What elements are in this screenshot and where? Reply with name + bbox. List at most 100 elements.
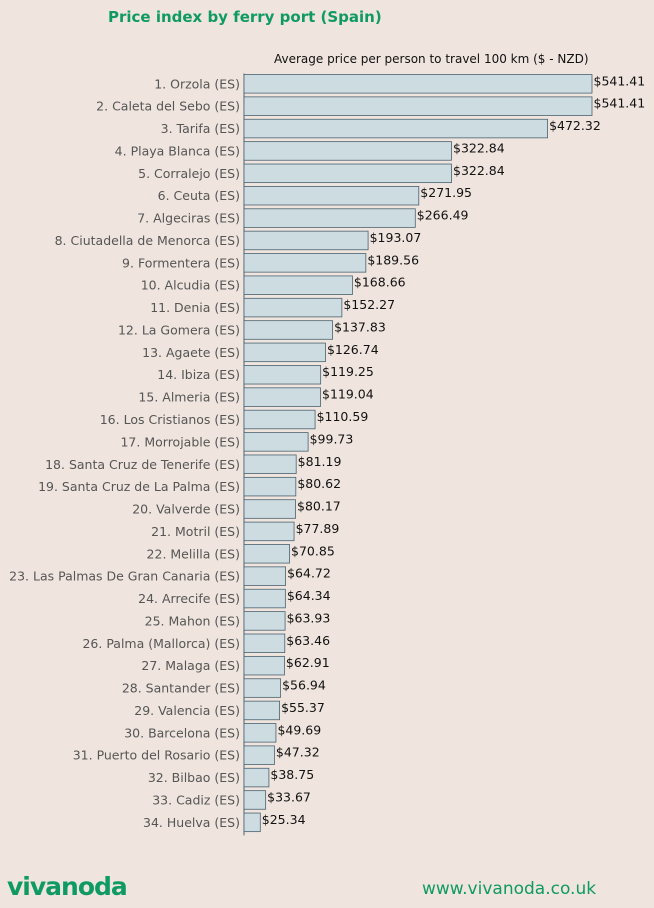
category-label: 12. La Gomera (ES): [118, 322, 240, 337]
chart-subtitle: Average price per person to travel 100 k…: [274, 52, 589, 66]
bar: [243, 588, 286, 609]
bar: [243, 432, 309, 452]
bar-chart: 1. Orzola (ES) $541.41 2. Caleta del Sebo …: [9, 73, 646, 836]
bar: [243, 745, 275, 765]
data-label: $25.34: [262, 812, 306, 827]
data-label: $119.25: [322, 364, 374, 379]
category-label: 30. Barcelona (ES): [124, 725, 240, 740]
data-label: $189.56: [367, 252, 419, 267]
category-label: 10. Alcudia (ES): [141, 278, 240, 293]
data-label: $472.32: [549, 118, 601, 133]
bar: [243, 678, 281, 698]
category-label: 29. Valencia (ES): [134, 703, 240, 718]
category-label: 31. Puerto del Rosario (ES): [73, 748, 240, 763]
category-label: 34. Huelva (ES): [143, 815, 240, 830]
category-label: 8. Ciutadella de Menorca (ES): [55, 233, 240, 248]
data-label: $49.69: [277, 722, 321, 737]
bar: [243, 320, 333, 340]
vivanoda-logo[interactable]: vivanoda: [7, 872, 128, 901]
category-label: 4. Playa Blanca (ES): [115, 143, 240, 158]
category-label: 25. Mahon (ES): [145, 613, 240, 628]
category-label: 1. Orzola (ES): [154, 76, 240, 91]
bar: [243, 566, 286, 586]
category-label: 9. Formentera (ES): [122, 255, 240, 270]
category-label: 3. Tarifa (ES): [161, 121, 240, 136]
bar: [243, 275, 353, 295]
category-label: 33. Cadiz (ES): [152, 792, 240, 807]
bar: [243, 700, 280, 721]
bar: [243, 476, 297, 497]
bar: [243, 723, 277, 743]
category-label: 2. Caleta del Sebo (ES): [96, 99, 240, 114]
bar: [243, 544, 290, 564]
data-label: $119.04: [322, 387, 374, 402]
data-label: $80.17: [297, 499, 341, 514]
data-label: $193.07: [370, 230, 422, 245]
bar: [243, 655, 285, 676]
category-label: 28. Santander (ES): [122, 681, 240, 696]
data-label: $70.85: [291, 543, 335, 558]
category-label: 21. Motril (ES): [151, 524, 240, 539]
bar: [243, 633, 286, 654]
data-label: $541.41: [594, 96, 646, 111]
data-label: $38.75: [270, 767, 314, 782]
category-label: 23. Las Palmas De Gran Canaria (ES): [9, 569, 240, 584]
bar: [243, 499, 296, 519]
data-label: $80.62: [297, 476, 341, 491]
data-label: $77.89: [296, 521, 340, 536]
category-label: 6. Ceuta (ES): [158, 188, 240, 203]
bar: [243, 812, 261, 833]
category-label: 19. Santa Cruz de La Palma (ES): [38, 479, 240, 494]
website-link[interactable]: www.vivanoda.co.uk: [422, 879, 597, 899]
data-label: $63.93: [287, 610, 331, 625]
category-label: 16. Los Cristianos (ES): [100, 412, 240, 427]
category-label: 20. Valverde (ES): [132, 502, 240, 517]
data-label: $99.73: [310, 431, 354, 446]
category-label: 26. Palma (Mallorca) (ES): [82, 636, 240, 651]
category-label: 27. Malaga (ES): [141, 658, 240, 673]
data-label: $33.67: [267, 789, 311, 804]
data-label: $271.95: [420, 185, 472, 200]
bar: [243, 208, 416, 228]
data-label: $64.34: [287, 588, 331, 603]
bar: [243, 767, 270, 788]
data-label: $56.94: [282, 678, 326, 693]
bar: [243, 141, 452, 161]
data-label: $168.66: [354, 275, 406, 290]
category-label: 5. Corralejo (ES): [138, 166, 240, 181]
bar: [243, 163, 452, 184]
data-label: $541.41: [594, 73, 646, 88]
category-label: 13. Agaete (ES): [142, 345, 240, 360]
data-label: $55.37: [281, 700, 325, 715]
category-label: 15. Almeria (ES): [138, 390, 240, 405]
data-label: $47.32: [276, 745, 320, 760]
category-label: 7. Algeciras (ES): [137, 211, 240, 226]
category-label: 17. Morrojable (ES): [120, 434, 240, 449]
bar: [243, 342, 326, 363]
bar: [243, 96, 593, 116]
bar: [243, 790, 267, 810]
data-label: $137.83: [334, 319, 386, 334]
bar: [243, 365, 322, 385]
data-label: $152.27: [343, 297, 395, 312]
category-label: 18. Santa Cruz de Tenerife (ES): [45, 457, 240, 472]
data-label: $81.19: [298, 454, 342, 469]
bar: [243, 387, 321, 407]
bar: [243, 74, 593, 94]
category-label: 14. Ibiza (ES): [157, 367, 240, 382]
bar: [243, 230, 369, 251]
data-label: $110.59: [317, 409, 369, 424]
data-label: $63.46: [286, 633, 330, 648]
data-label: $64.72: [287, 566, 331, 581]
bar: [243, 297, 343, 318]
bar: [243, 253, 367, 273]
category-label: 22. Melilla (ES): [147, 546, 240, 561]
data-label: $322.84: [453, 163, 505, 178]
category-label: 32. Bilbao (ES): [148, 770, 240, 785]
data-label: $322.84: [453, 140, 505, 155]
data-label: $126.74: [327, 342, 379, 357]
bar: [243, 118, 548, 139]
bar: [243, 185, 420, 206]
bar: [243, 454, 297, 474]
bar: [243, 521, 295, 542]
